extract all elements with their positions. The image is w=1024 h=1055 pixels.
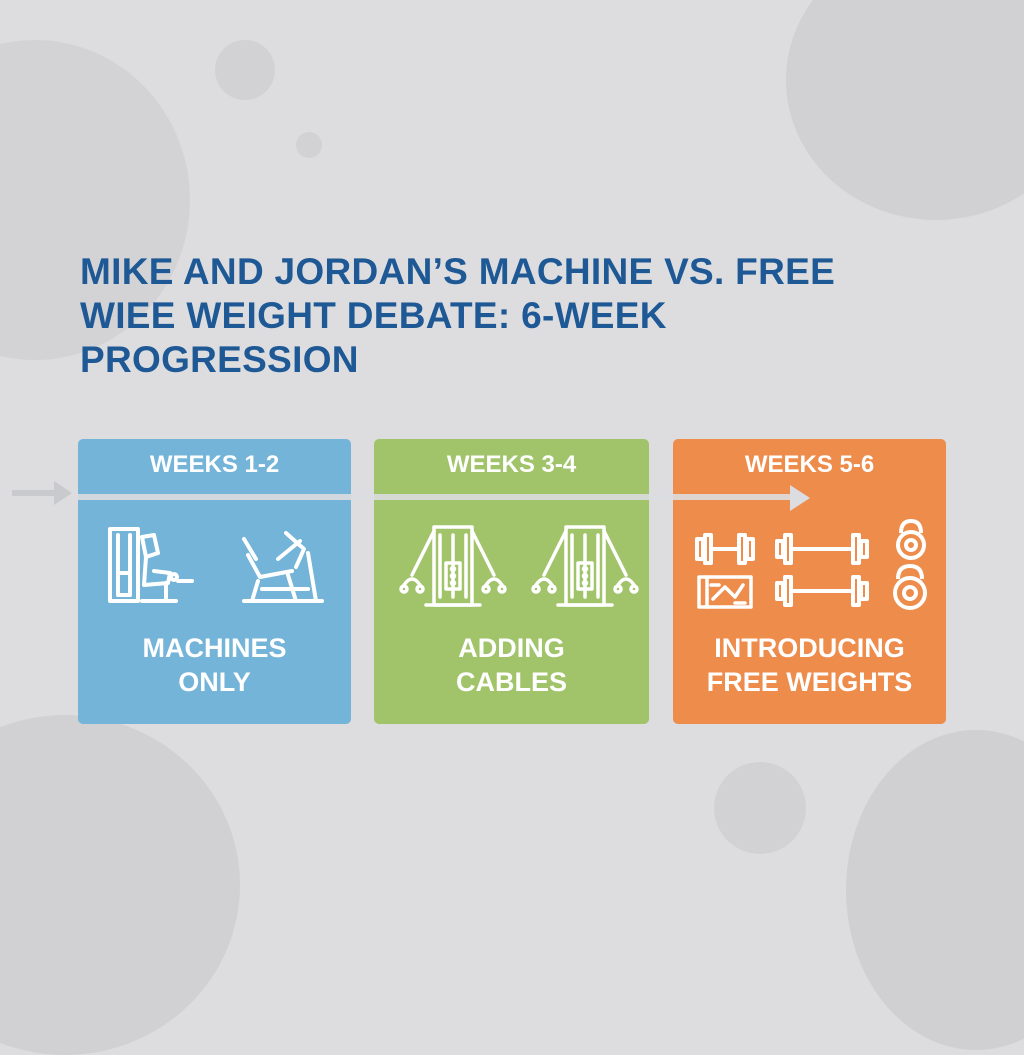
title-line-2: WIEE WEIGHT DEBATE: 6-WEEK [80, 295, 667, 336]
stage-label-line-1: INTRODUCING [714, 633, 905, 663]
stage-label-line-2: ONLY [178, 667, 251, 697]
stage-icons [88, 519, 341, 649]
stage-icons [683, 519, 936, 649]
stage-label: INTRODUCING FREE WEIGHTS [673, 631, 946, 699]
timeline-divider [78, 494, 351, 500]
background-circle [846, 730, 1024, 1050]
title-line-1: MIKE AND JORDAN’S MACHINE VS. FREE [80, 251, 836, 292]
kettlebell-icon [893, 563, 927, 610]
stage-header: WEEKS 5-6 [744, 451, 875, 478]
plate-rack-icon [697, 575, 753, 609]
kettlebell-icon [896, 519, 926, 560]
timeline-arrowhead-left-icon [54, 481, 72, 505]
stage-label: ADDING CABLES [374, 631, 649, 699]
background-circle [714, 762, 806, 854]
stage-label: MACHINES ONLY [78, 631, 351, 699]
background-circle [0, 715, 240, 1055]
stage-panel-weeks-3-4: WEEKS 3-4 [374, 439, 649, 724]
background-circle [296, 132, 322, 158]
timeline-arrowhead-right-icon [790, 485, 810, 511]
background-circle [215, 40, 275, 100]
title-line-3: PROGRESSION [80, 339, 359, 380]
cable-machine-icon [531, 525, 639, 607]
timeline-connector [649, 494, 673, 500]
stage-header: WEEKS 1-2 [149, 451, 280, 478]
timeline-divider [374, 494, 649, 500]
timeline-arrow-start [12, 490, 60, 496]
leg-press-icon [242, 531, 324, 603]
barbell-icon [775, 575, 869, 607]
background-circle [786, 0, 1024, 220]
stage-icons [384, 519, 639, 649]
stage-label-line-1: ADDING [458, 633, 565, 663]
machine-station-icon [108, 527, 194, 603]
stage-label-line-1: MACHINES [142, 633, 287, 663]
timeline-divider [673, 494, 796, 500]
stage-header: WEEKS 3-4 [446, 451, 577, 478]
barbell-icon [775, 533, 869, 565]
dumbbell-icon [695, 533, 755, 565]
timeline-connector [351, 494, 374, 500]
page-title: MIKE AND JORDAN’S MACHINE VS. FREE WIEE … [80, 250, 840, 382]
stage-panel-weeks-5-6: WEEKS 5-6 [673, 439, 946, 724]
stage-label-line-2: FREE WEIGHTS [706, 667, 913, 697]
stage-panel-weeks-1-2: WEEKS 1-2 MACHINES ONLY [78, 439, 351, 724]
cable-machine-icon [399, 525, 507, 607]
stage-label-line-2: CABLES [455, 667, 567, 697]
